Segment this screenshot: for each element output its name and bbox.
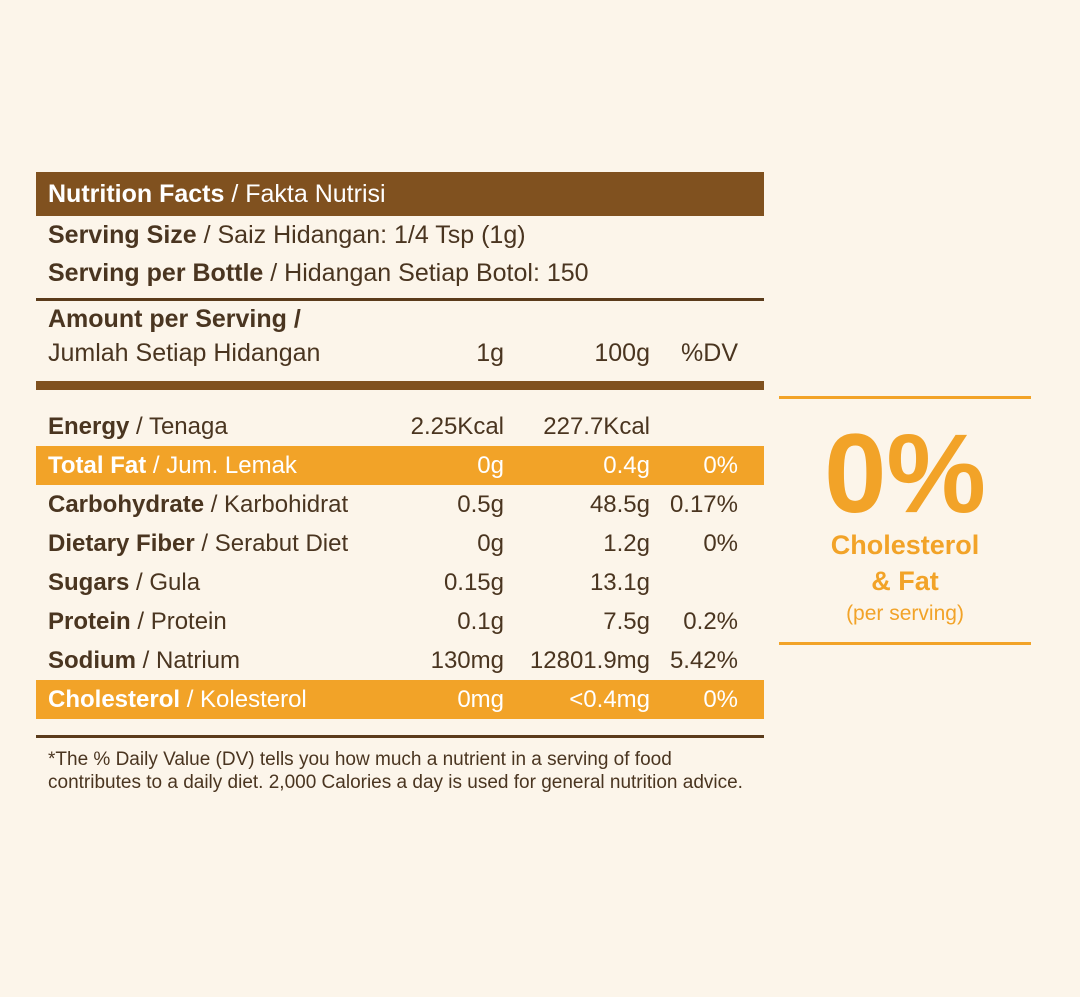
- nutrient-name-bold: Sodium: [48, 647, 136, 674]
- nutrient-name-thin: / Karbohidrat: [204, 491, 349, 518]
- nutrition-title-bar: Nutrition Facts / Fakta Nutrisi: [36, 172, 764, 216]
- nutrient-name-thin: / Kolesterol: [180, 686, 307, 713]
- nutrient-name-thin: / Tenaga: [129, 413, 228, 440]
- value-100g: <0.4mg: [569, 686, 650, 713]
- badge-line3: (per serving): [846, 602, 964, 625]
- value-1g: 0g: [477, 530, 504, 557]
- value-dv: 0.17%: [669, 491, 738, 518]
- nutrient-name-thin: / Jum. Lemak: [146, 452, 297, 479]
- badge-percent: 0%: [824, 411, 986, 536]
- amount-header: Amount per Serving / Jumlah Setiap Hidan…: [36, 301, 764, 377]
- value-1g: 0.1g: [457, 608, 504, 635]
- nutrient-row-carbohydrate: Carbohydrate / Karbohidrat 0.5g 48.5g 0.17%: [36, 485, 764, 524]
- value-1g: 0g: [477, 452, 504, 479]
- serving-size-value: / Saiz Hidangan: 1/4 Tsp (1g): [196, 221, 526, 249]
- value-100g: 7.5g: [603, 608, 650, 635]
- nutrient-row-energy: Energy / Tenaga 2.25Kcal 227.7Kcal: [36, 407, 764, 446]
- nutrient-name-bold: Cholesterol: [48, 686, 181, 713]
- nutrient-name-thin: / Gula: [129, 569, 201, 596]
- value-100g: 0.4g: [603, 452, 650, 479]
- nutrient-name-bold: Protein: [48, 608, 131, 635]
- nutrient-name-bold: Sugars: [48, 569, 130, 596]
- thick-divider: [36, 381, 764, 390]
- badge-top-rule: [779, 396, 1031, 399]
- column-header-1g: 1g: [476, 339, 504, 367]
- amount-line1: Amount per Serving /: [48, 305, 301, 333]
- nutrient-row-total-fat: Total Fat / Jum. Lemak 0g 0.4g 0%: [36, 446, 764, 485]
- value-dv: 0%: [703, 452, 738, 479]
- column-header-dv: %DV: [681, 339, 738, 367]
- nutrient-name-thin: / Serabut Diet: [194, 530, 349, 557]
- nutrient-row-dietary-fiber: Dietary Fiber / Serabut Diet 0g 1.2g 0%: [36, 524, 764, 563]
- nutrient-row-sugars: Sugars / Gula 0.15g 13.1g: [36, 563, 764, 602]
- value-dv: 0%: [703, 530, 738, 557]
- nutrient-name-thin: / Protein: [130, 608, 227, 635]
- cholesterol-fat-badge: 0% Cholesterol & Fat (per serving): [779, 396, 1031, 646]
- nutrient-row-cholesterol: Cholesterol / Kolesterol 0mg <0.4mg 0%: [36, 680, 764, 719]
- value-100g: 12801.9mg: [529, 647, 650, 674]
- serving-per-bottle-label: Serving per Bottle: [48, 259, 264, 287]
- value-100g: 13.1g: [589, 569, 650, 596]
- title-bold: Nutrition Facts: [48, 180, 225, 208]
- value-1g: 0.5g: [457, 491, 504, 518]
- serving-per-bottle-value: / Hidangan Setiap Botol: 150: [263, 259, 589, 287]
- value-1g: 0mg: [457, 686, 504, 713]
- value-dv: 0.2%: [683, 608, 738, 635]
- nutrient-name-bold: Energy: [48, 413, 130, 440]
- value-100g: 48.5g: [589, 491, 650, 518]
- nutrient-row-sodium: Sodium / Natrium 130mg 12801.9mg 5.42%: [36, 641, 764, 680]
- daily-value-footnote: *The % Daily Value (DV) tells you how mu…: [48, 749, 743, 793]
- divider: [36, 298, 764, 301]
- nutrition-facts-panel: Nutrition Facts / Fakta Nutrisi Serving …: [36, 172, 764, 794]
- title-thin: / Fakta Nutrisi: [224, 180, 386, 208]
- serving-per-bottle: Serving per Bottle / Hidangan Setiap Bot…: [36, 254, 764, 292]
- nutrient-name-thin: / Natrium: [136, 647, 241, 674]
- value-dv: 5.42%: [669, 647, 738, 674]
- value-1g: 2.25Kcal: [410, 413, 504, 440]
- nutrient-name-bold: Carbohydrate: [48, 491, 205, 518]
- value-dv: 0%: [703, 686, 738, 713]
- value-100g: 227.7Kcal: [543, 413, 650, 440]
- nutrient-row-protein: Protein / Protein 0.1g 7.5g 0.2%: [36, 602, 764, 641]
- badge-bottom-rule: [779, 642, 1031, 645]
- amount-line2: Jumlah Setiap Hidangan: [48, 339, 321, 367]
- value-100g: 1.2g: [603, 530, 650, 557]
- column-header-100g: 100g: [594, 339, 650, 367]
- nutrient-rows: Energy / Tenaga 2.25Kcal 227.7Kcal Total F…: [36, 407, 764, 719]
- badge-line1: Cholesterol: [830, 530, 980, 560]
- badge-line2: & Fat: [871, 566, 939, 596]
- bottom-divider: [36, 735, 764, 738]
- serving-size: Serving Size / Saiz Hidangan: 1/4 Tsp (1…: [36, 216, 764, 254]
- nutrient-name-bold: Total Fat: [48, 452, 147, 479]
- nutrient-name-bold: Dietary Fiber: [48, 530, 195, 557]
- value-1g: 130mg: [430, 647, 504, 674]
- value-1g: 0.15g: [443, 569, 504, 596]
- serving-size-label: Serving Size: [48, 221, 197, 249]
